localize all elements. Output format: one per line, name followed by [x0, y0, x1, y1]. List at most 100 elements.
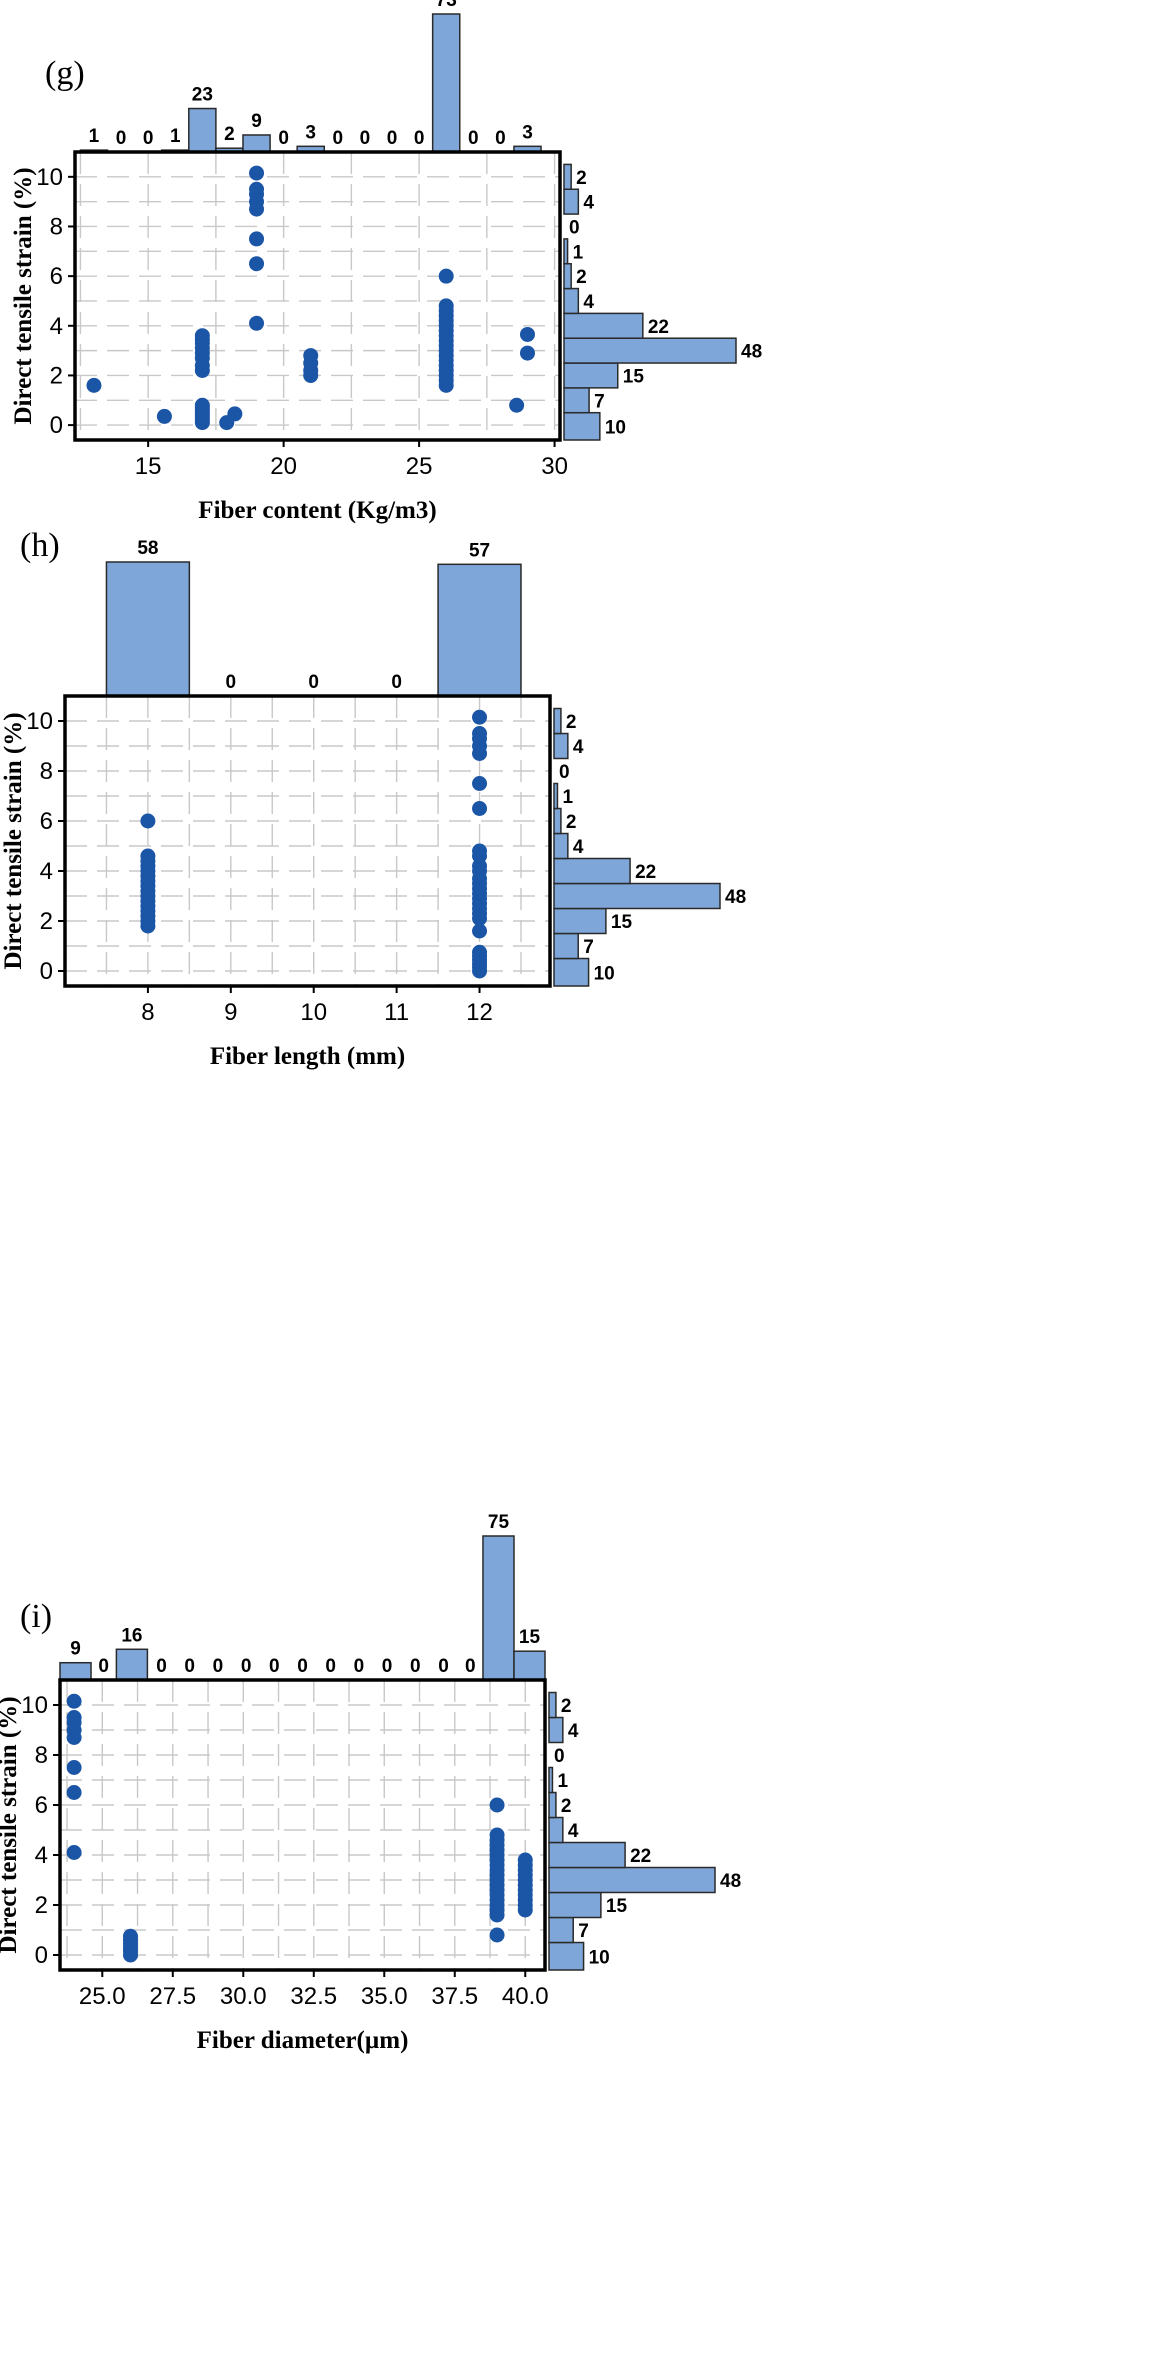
- x-tick-label: 40.0: [502, 1983, 549, 2010]
- scatter-point: [66, 1693, 82, 1709]
- right-hist-bar: [548, 1791, 557, 1819]
- right-hist-bar: [548, 1916, 574, 1944]
- right-hist-count-label: 4: [568, 1721, 579, 1742]
- right-hist-count-label: 4: [568, 1821, 579, 1842]
- y-tick-label: 0: [50, 412, 63, 439]
- top-hist-count-label: 3: [305, 122, 316, 143]
- x-tick-label: 25.0: [79, 1983, 126, 2010]
- scatter-point: [122, 1928, 138, 1944]
- y-tick-label: 2: [35, 1892, 48, 1919]
- x-tick-label: 8: [141, 999, 154, 1026]
- y-tick-label: 8: [40, 758, 53, 785]
- y-tick-label: 0: [35, 1942, 48, 1969]
- x-axis-label: Fiber length (mm): [210, 1043, 405, 1070]
- right-hist-bar: [563, 287, 580, 315]
- gridlines: [65, 696, 550, 986]
- top-hist-count-label: 0: [143, 128, 154, 149]
- top-hist-count-label: 0: [98, 1656, 109, 1677]
- x-tick-label: 30: [541, 453, 568, 480]
- scatter-point: [472, 923, 488, 939]
- top-hist-count-label: 1: [89, 126, 100, 147]
- right-hist-count-label: 48: [725, 887, 746, 908]
- scatter-point: [66, 1845, 82, 1860]
- right-hist-bar: [548, 1816, 564, 1844]
- right-hist-bar: [553, 732, 569, 760]
- axis-ticks: 15 20 25 30 0 2 4 6 8 10: [36, 164, 568, 480]
- right-hist-count-label: 48: [720, 1871, 741, 1892]
- scatter-point: [66, 1785, 82, 1800]
- y-tick-label: 10: [36, 164, 63, 191]
- scatter-point: [249, 181, 265, 197]
- scatter-point: [156, 408, 172, 424]
- scatter-point: [227, 406, 243, 422]
- scatter-point: [472, 801, 488, 816]
- top-hist-count-label: 58: [137, 538, 158, 559]
- y-axis-label: Direct tensile strain (%): [0, 1696, 22, 1953]
- plot-area: [65, 696, 550, 986]
- x-tick-label: 20: [270, 453, 297, 480]
- scatter-point: [86, 377, 102, 393]
- right-hist-bar: [553, 857, 631, 885]
- right-hist-bar: [563, 411, 601, 441]
- x-tick-label: 32.5: [290, 1983, 337, 2010]
- panel-label: (h): [20, 527, 60, 564]
- plot-frame: [73, 150, 562, 442]
- x-tick-label: 35.0: [361, 1983, 408, 2010]
- top-hist-count-label: 23: [192, 85, 213, 106]
- right-hist-bar: [553, 932, 579, 960]
- scatter-point: [249, 231, 265, 247]
- plot-area: [75, 152, 560, 440]
- right-hist-count-label: 15: [606, 1896, 628, 1917]
- gridlines: [60, 1680, 545, 1970]
- right-hist-bar: [553, 807, 562, 835]
- top-hist-count-label: 0: [241, 1656, 252, 1677]
- right-hist-count-label: 4: [573, 737, 584, 758]
- right-hist-count-label: 15: [623, 366, 645, 387]
- right-hist-bar: [563, 387, 590, 414]
- right-hist-count-label: 2: [566, 812, 577, 833]
- x-tick-label: 15: [135, 453, 162, 480]
- right-hist-count-label: 22: [648, 317, 669, 338]
- x-tick-label: 30.0: [220, 1983, 267, 2010]
- top-hist-count-label: 0: [269, 1656, 280, 1677]
- scatter-point: [489, 1797, 505, 1813]
- top-hist-bar: [188, 107, 217, 153]
- top-hist-count-label: 0: [354, 1656, 365, 1677]
- y-tick-label: 6: [50, 263, 63, 290]
- top-hist-count-label: 0: [468, 128, 479, 149]
- top-hist-count-label: 75: [488, 1512, 510, 1533]
- top-hist-count-label: 1: [170, 126, 181, 147]
- right-hist-bar: [553, 707, 562, 735]
- top-hist-count-label: 15: [519, 1627, 541, 1648]
- scatter-point: [472, 726, 488, 741]
- axis-ticks: 8 9 10 11 12 0 2 4 6 8 10: [26, 708, 493, 1026]
- y-tick-label: 4: [40, 858, 53, 885]
- scatter-point: [249, 165, 265, 181]
- right-hist-bar: [563, 362, 619, 389]
- scatter-point: [194, 397, 210, 413]
- right-hist-bar: [553, 957, 590, 987]
- x-tick-label: 25: [406, 453, 433, 480]
- right-hist-bar: [548, 1841, 626, 1869]
- top-hist-count-label: 0: [382, 1656, 393, 1677]
- right-hist-count-label: 7: [583, 937, 594, 958]
- y-tick-label: 8: [35, 1742, 48, 1769]
- scatter-point: [249, 315, 265, 331]
- top-hist-count-label: 0: [184, 1656, 195, 1677]
- right-hist-count-label: 1: [562, 787, 573, 808]
- top-hist-count-label: 0: [297, 1656, 308, 1677]
- scatter-points: [140, 709, 488, 979]
- top-hist-count-label: 16: [121, 1625, 142, 1646]
- top-hist-count-label: 9: [251, 111, 262, 132]
- top-hist-bar: [437, 563, 522, 697]
- right-hist-count-label: 0: [569, 217, 580, 238]
- y-tick-label: 2: [50, 362, 63, 389]
- top-hist-count-label: 0: [391, 672, 402, 693]
- y-tick-label: 8: [50, 213, 63, 240]
